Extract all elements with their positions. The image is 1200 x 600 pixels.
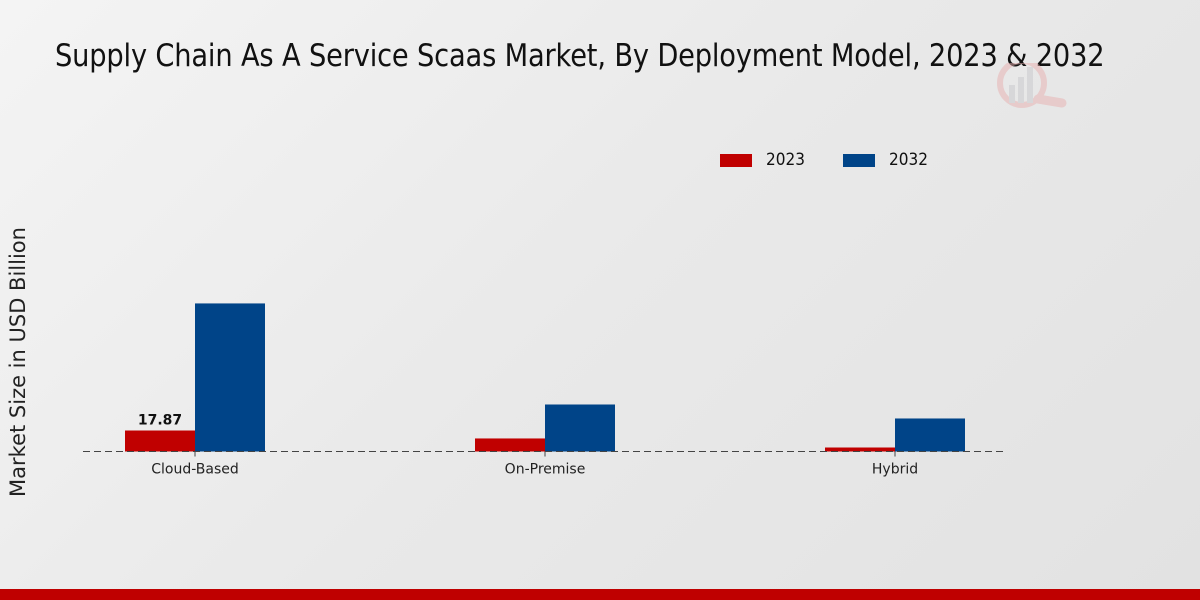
legend-item-2023[interactable]: 2023 — [720, 150, 809, 170]
bar-hybrid-2023[interactable] — [825, 447, 895, 452]
bar-on-premise-2023[interactable] — [475, 438, 545, 452]
x-tick-label-cloud-based: Cloud-Based — [151, 462, 239, 478]
legend-swatch-2023 — [720, 153, 752, 167]
x-tick-label-on-premise: On-Premise — [505, 462, 586, 478]
chart-title: Supply Chain As A Service Scaas Market, … — [55, 38, 1105, 74]
bar-on-premise-2032[interactable] — [545, 404, 615, 452]
bar-hybrid-2032[interactable] — [895, 418, 965, 452]
legend-label-2023: 2023 — [766, 150, 805, 170]
data-label-cloud-based-2023: 17.87 — [138, 413, 182, 429]
bar-cloud-based-2023[interactable] — [125, 430, 195, 452]
watermark-logo-icon — [994, 58, 1072, 117]
legend-item-2032[interactable]: 2032 — [843, 150, 932, 170]
bar-cloud-based-2032[interactable] — [195, 303, 265, 452]
legend: 2023 2032 — [720, 150, 967, 170]
legend-swatch-2032 — [843, 153, 876, 167]
footer-accent-bar — [0, 589, 1200, 600]
x-tick-label-hybrid: Hybrid — [872, 462, 918, 478]
legend-label-2032: 2032 — [889, 150, 929, 170]
